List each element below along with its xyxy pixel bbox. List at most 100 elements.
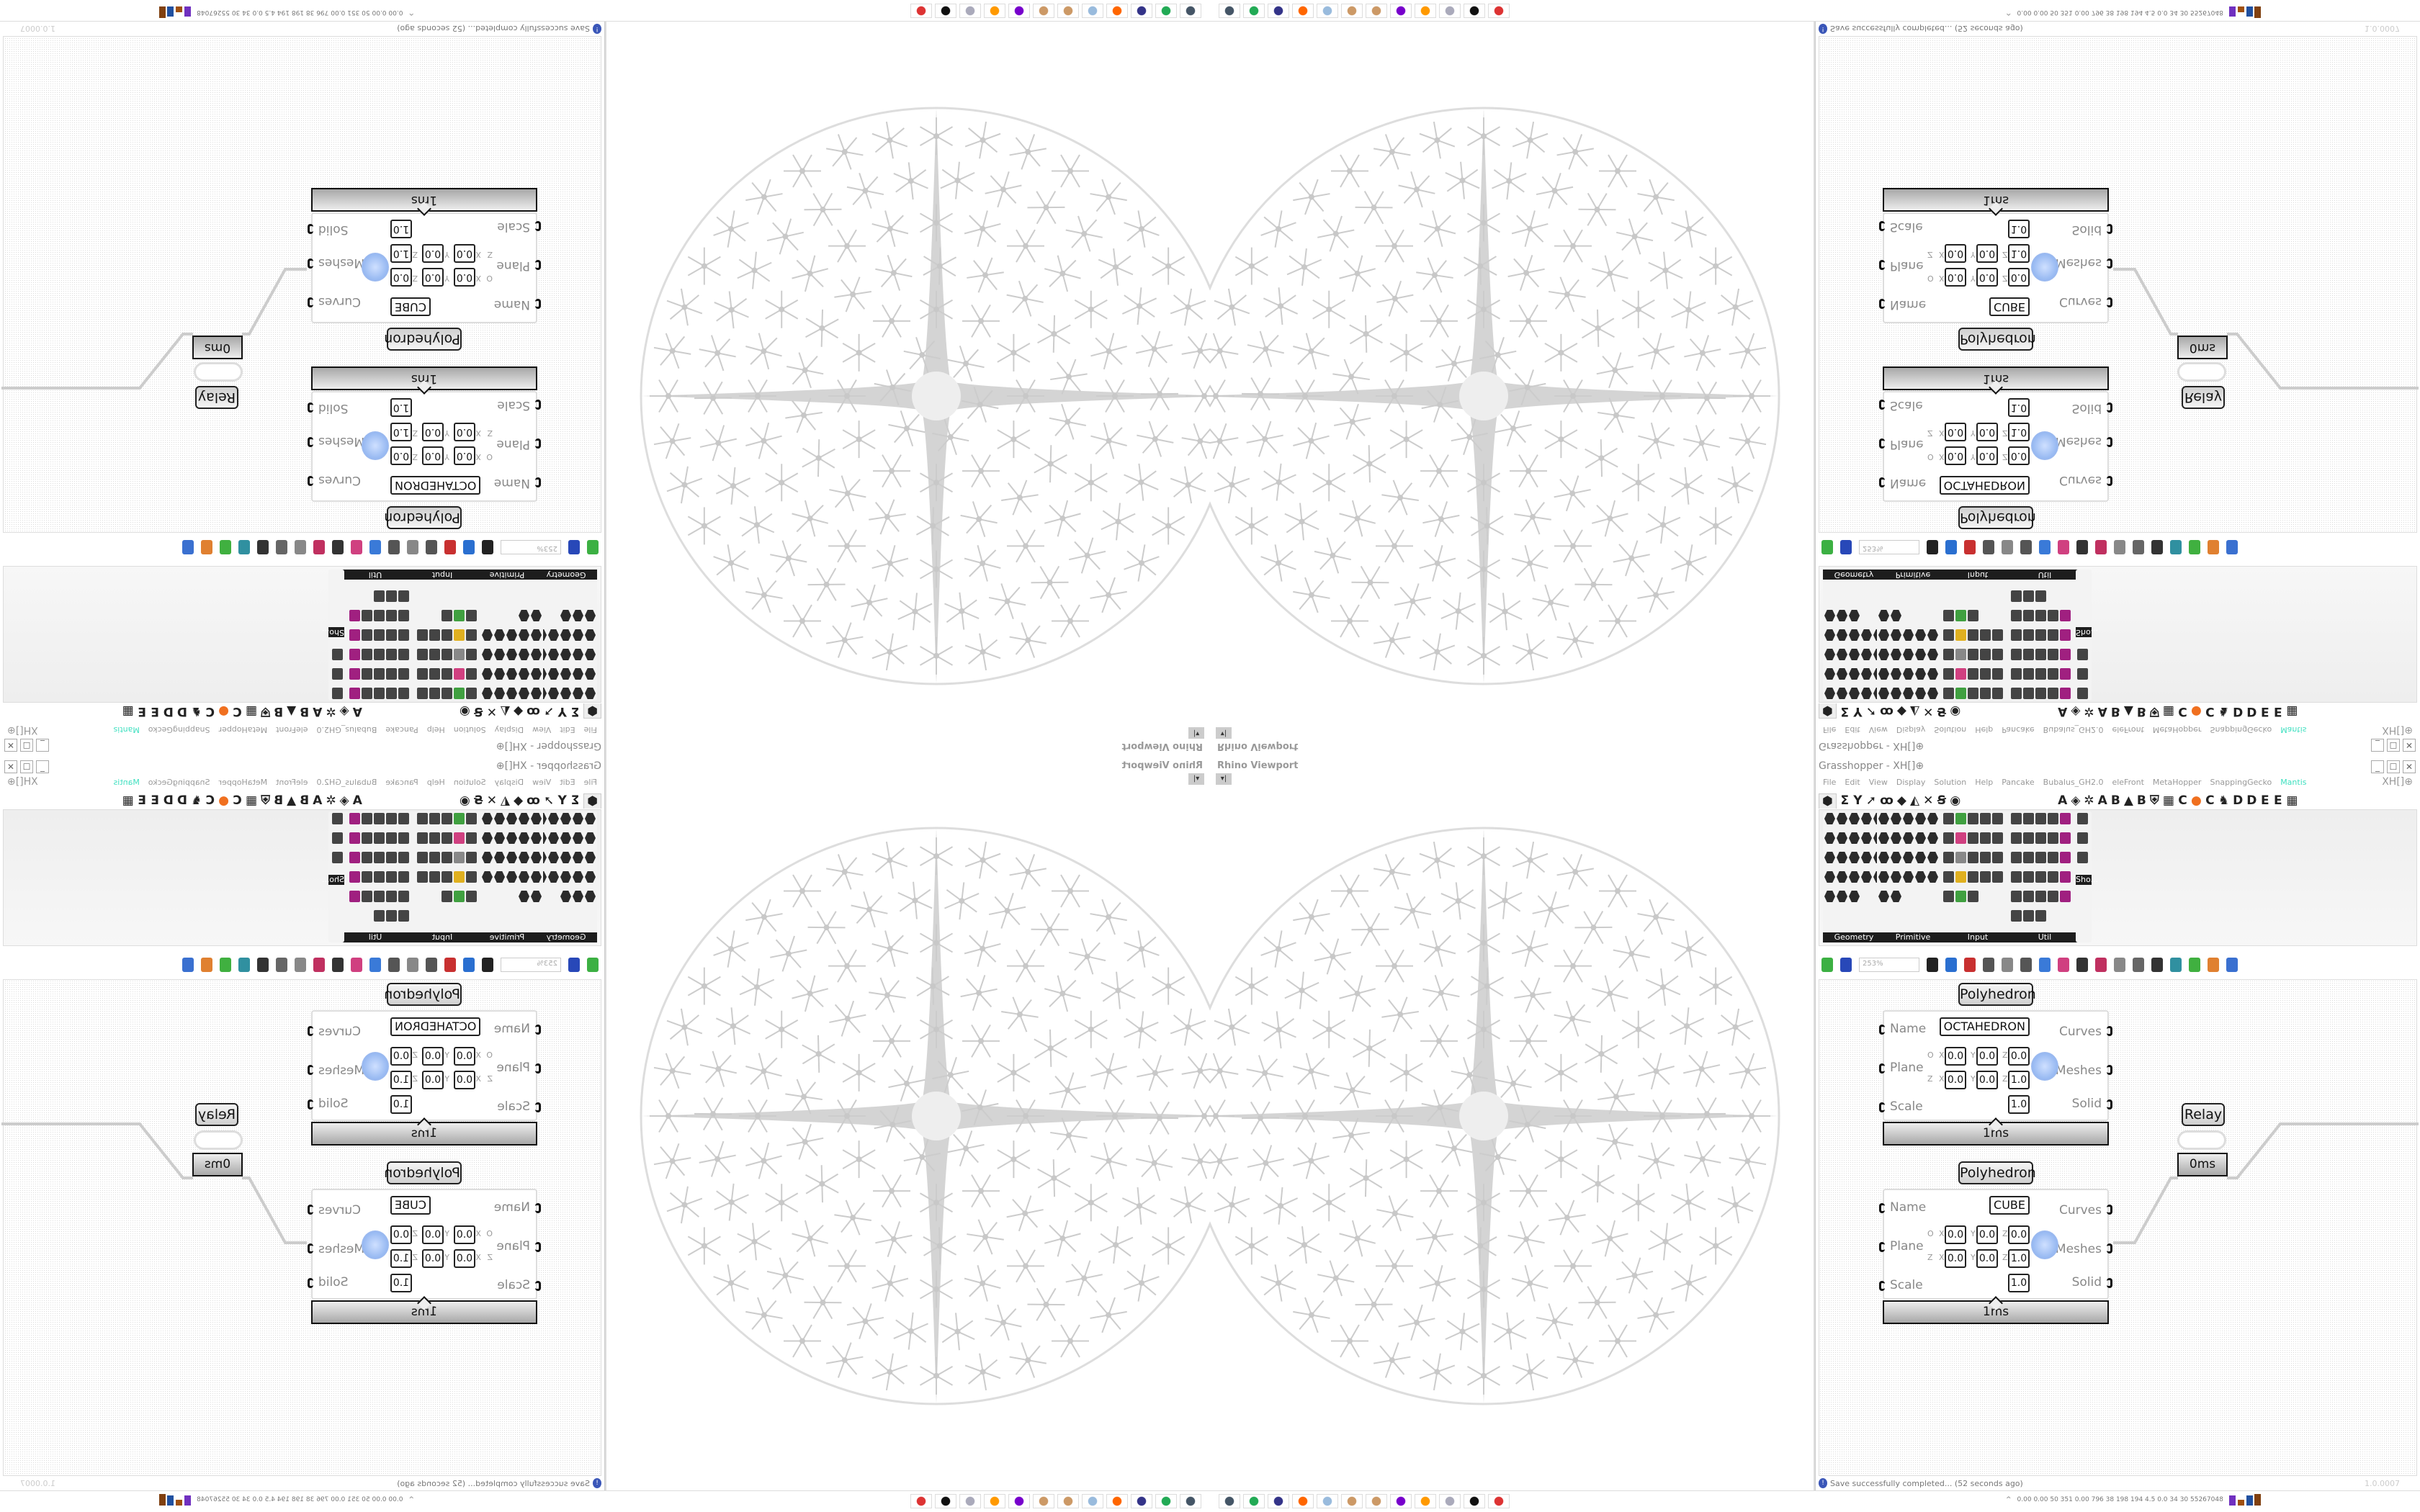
input-port[interactable] — [1879, 400, 1885, 410]
input-param-icon[interactable] — [1968, 891, 1978, 902]
input-param-icon[interactable] — [1992, 688, 2003, 699]
c64-emulator-icon[interactable] — [1268, 4, 1289, 18]
tab-icon[interactable]: Y — [1853, 793, 1863, 808]
primitive-param-icon[interactable] — [494, 629, 505, 641]
tab-icon[interactable]: D — [163, 704, 174, 719]
show-icon[interactable] — [2077, 852, 2088, 863]
util-component-icon[interactable] — [2060, 688, 2071, 699]
primitive-param-icon[interactable] — [1878, 629, 1889, 641]
primitive-param-icon[interactable] — [1915, 832, 1926, 844]
input-param-icon[interactable] — [1992, 871, 2003, 883]
toolbar-button-icon[interactable] — [2151, 540, 2163, 554]
geometry-param-icon[interactable] — [1849, 649, 1860, 660]
plane-origin-value[interactable]: 0.0 — [2008, 1047, 2030, 1066]
input-param-icon[interactable] — [466, 610, 477, 621]
output-port[interactable] — [308, 224, 313, 234]
polyhedron-component[interactable]: Name Plane Scale Curves Meshes Solid CUBE O X 0.0… — [308, 1189, 541, 1300]
util-component-icon[interactable] — [386, 649, 397, 660]
geometry-param-icon[interactable] — [1849, 813, 1860, 824]
input-param-icon[interactable] — [454, 610, 465, 621]
toolbar-button-icon[interactable] — [2170, 958, 2182, 972]
tab-icon[interactable]: ● — [2190, 793, 2202, 808]
plane-origin-value[interactable]: 0.0 — [390, 1047, 412, 1066]
menu-display[interactable]: Display — [1896, 725, 1926, 734]
primitive-param-icon[interactable] — [1927, 832, 1938, 844]
primitive-param-icon[interactable] — [1903, 668, 1914, 680]
rhino-icon[interactable] — [935, 1494, 956, 1508]
panel-label[interactable]: Primitive — [1877, 932, 1949, 942]
component-title[interactable]: Polyhedron — [384, 328, 462, 351]
show-icon[interactable] — [332, 813, 343, 824]
output-port[interactable] — [308, 1026, 313, 1036]
toolbar-button-icon[interactable] — [482, 958, 493, 972]
toolbar-button-icon[interactable] — [2208, 540, 2219, 554]
panel-label[interactable]: Sho... — [2076, 875, 2098, 885]
paint-icon[interactable] — [1033, 4, 1054, 18]
menu-file[interactable]: File — [583, 725, 597, 734]
util-component-icon[interactable] — [398, 590, 409, 602]
input-param-icon[interactable] — [417, 629, 428, 641]
primitive-param-icon[interactable] — [531, 649, 542, 660]
util-component-icon[interactable] — [2035, 813, 2046, 824]
util-component-icon[interactable] — [398, 852, 409, 863]
primitive-param-icon[interactable] — [482, 668, 493, 680]
geometry-param-icon[interactable] — [1861, 813, 1872, 824]
toolbar-button-icon[interactable] — [369, 540, 381, 554]
plane-zaxis-value[interactable]: 1.0 — [2008, 1071, 2030, 1089]
panel-label[interactable]: Util — [2009, 570, 2080, 580]
tab-icon[interactable]: ◭ — [500, 704, 511, 719]
toolbar-button-icon[interactable] — [2226, 958, 2238, 972]
util-component-icon[interactable] — [374, 832, 385, 844]
menu-display[interactable]: Display — [1896, 778, 1926, 787]
input-param-icon[interactable] — [1980, 629, 1991, 641]
geometry-param-icon[interactable] — [548, 813, 559, 824]
primitive-param-icon[interactable] — [1915, 649, 1926, 660]
input-param-icon[interactable] — [1992, 813, 2003, 824]
util-component-icon[interactable] — [2011, 649, 2022, 660]
tab-icon[interactable]: B — [274, 793, 284, 808]
blender-icon[interactable] — [984, 1494, 1005, 1508]
app-red-icon[interactable] — [1488, 4, 1510, 18]
terminal-icon[interactable] — [1243, 4, 1265, 18]
plane-origin-value[interactable]: 0.0 — [422, 446, 444, 465]
util-component-icon[interactable] — [2060, 832, 2071, 844]
geometry-param-icon[interactable] — [560, 668, 571, 680]
name-value[interactable]: CUBE — [390, 1196, 431, 1215]
menu-elefront[interactable]: eleFront — [2112, 778, 2144, 787]
output-port[interactable] — [308, 476, 313, 486]
geometry-param-icon[interactable] — [548, 852, 559, 863]
util-component-icon[interactable] — [2060, 629, 2071, 641]
tab-icon[interactable]: A — [2058, 704, 2068, 719]
menu-metahopper[interactable]: MetaHopper — [218, 778, 268, 787]
tab-icon[interactable]: B — [2136, 704, 2146, 719]
firefox-icon[interactable] — [1292, 1494, 1314, 1508]
input-port[interactable] — [535, 1203, 541, 1213]
show-icon[interactable] — [332, 649, 343, 660]
geometry-param-icon[interactable] — [560, 610, 571, 621]
tab-icon[interactable]: ▲ — [287, 704, 297, 719]
geometry-param-icon[interactable] — [585, 610, 596, 621]
input-param-icon[interactable] — [1955, 832, 1966, 844]
toolbar-button-icon[interactable] — [1945, 540, 1957, 554]
menu-pancake[interactable]: Pancake — [2002, 725, 2035, 734]
tab-icon[interactable]: ▲ — [287, 793, 297, 808]
menu-edit[interactable]: Edit — [560, 778, 575, 787]
input-param-icon[interactable] — [442, 813, 452, 824]
util-component-icon[interactable] — [362, 891, 372, 902]
panel-label[interactable]: Primitive — [471, 932, 543, 942]
util-component-icon[interactable] — [374, 852, 385, 863]
input-param-icon[interactable] — [454, 871, 465, 883]
menu-snappinggecko[interactable]: SnappingGecko — [2210, 725, 2272, 734]
primitive-param-icon[interactable] — [1878, 668, 1889, 680]
scale-value[interactable]: 1.0 — [390, 1274, 412, 1292]
input-param-icon[interactable] — [454, 629, 465, 641]
firefox-icon[interactable] — [1106, 4, 1128, 18]
tray-expand-icon[interactable]: ^ — [408, 9, 414, 16]
tab-icon[interactable]: ♞ — [2218, 793, 2230, 808]
toolbar-button-icon[interactable] — [1840, 540, 1852, 554]
primitive-param-icon[interactable] — [482, 832, 493, 844]
geometry-param-icon[interactable] — [585, 688, 596, 699]
input-param-icon[interactable] — [429, 668, 440, 680]
tab-icon[interactable]: ▦ — [122, 704, 134, 719]
menu-edit[interactable]: Edit — [1845, 725, 1860, 734]
